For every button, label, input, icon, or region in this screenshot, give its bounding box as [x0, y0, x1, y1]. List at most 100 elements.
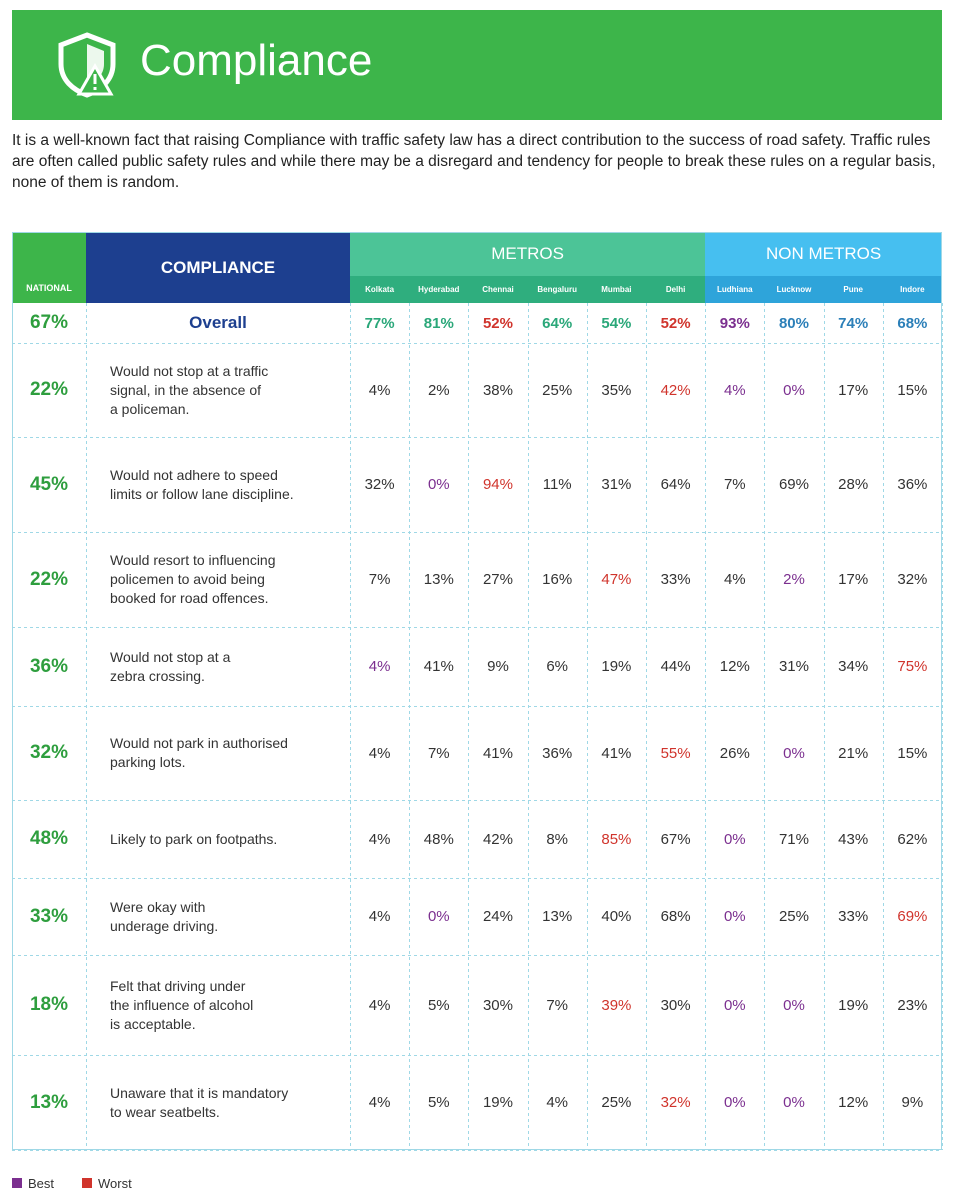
city-value: 40%	[601, 908, 632, 925]
city-value: 21%	[838, 744, 869, 762]
row-label-line: Would not park in authorised	[110, 735, 288, 751]
row-label-line: a policeman.	[110, 400, 190, 417]
column-divider	[468, 303, 470, 1150]
city-value: 8%	[546, 830, 569, 848]
column-divider	[705, 303, 707, 1150]
city-value: 15%	[897, 744, 928, 762]
legend-label: Worst	[98, 1175, 132, 1191]
column-divider	[942, 303, 943, 1150]
legend-swatch	[12, 1178, 22, 1188]
city-value: 30%	[482, 996, 513, 1014]
row-label: Likely to park on footpaths.	[86, 800, 350, 878]
city-value: 69%	[778, 476, 809, 493]
city-value: 93%	[719, 314, 750, 332]
city-value: 36%	[897, 476, 928, 493]
row-divider	[12, 532, 942, 533]
city-value: 9%	[487, 658, 509, 675]
row-label-line: Would not stop at a	[110, 648, 231, 665]
row-label-line: is acceptable.	[110, 1015, 196, 1032]
title: Compliance	[140, 36, 373, 85]
city-value: 0%	[783, 996, 805, 1014]
row-label: Would resort to influencing policemen to …	[86, 532, 350, 627]
group-header: METROS	[350, 232, 706, 276]
city-value: 4%	[368, 658, 391, 675]
legend-label: Best	[28, 1175, 55, 1191]
city-value: 25%	[778, 908, 809, 925]
row-label-line: Likely to park on footpaths.	[110, 830, 278, 847]
city-value: 0%	[783, 744, 805, 762]
row-divider	[12, 878, 942, 879]
city-value: 36%	[542, 744, 573, 762]
row-label-line: Felt that driving under	[110, 977, 246, 994]
row-label-line: underage driving.	[110, 917, 219, 934]
national-value: 22%	[29, 568, 69, 590]
row-label: Would not stop at a traffic signal, in th…	[86, 343, 350, 437]
city-value: 12%	[838, 1094, 869, 1111]
city-value: 16%	[542, 571, 573, 588]
city-value: 4%	[723, 571, 746, 588]
city-header: Hyderabad	[409, 276, 469, 303]
city-value: 2%	[427, 381, 450, 399]
city-value: 19%	[601, 658, 632, 675]
row-label: Felt that driving under the influence of …	[86, 955, 350, 1055]
city-value: 35%	[601, 381, 632, 399]
row-divider	[12, 955, 942, 956]
city-header: Indore	[882, 276, 942, 303]
row-divider	[12, 437, 942, 438]
row-label-line: signal, in the absence of	[110, 381, 261, 398]
row-label: Overall	[86, 303, 350, 343]
city-value: 19%	[838, 996, 869, 1014]
city-value: 0%	[723, 830, 746, 848]
city-value: 0%	[783, 1094, 805, 1111]
city-value: 38%	[482, 381, 513, 399]
city-value: 54%	[601, 314, 632, 332]
row-label-line: Unaware that it is mandatory	[110, 1084, 289, 1101]
column-divider	[409, 303, 411, 1150]
compliance-header: COMPLIANCE	[86, 232, 350, 303]
city-header: Pune	[823, 276, 883, 303]
city-value: 4%	[368, 830, 391, 848]
city-value: 64%	[660, 476, 691, 493]
city-value: 4%	[368, 744, 391, 762]
city-header: Kolkata	[350, 276, 410, 303]
national-value: 67%	[29, 312, 69, 333]
city-value: 7%	[546, 996, 569, 1014]
row-label-line: Overall	[189, 313, 247, 332]
column-divider	[586, 303, 588, 1150]
city-value: 67%	[660, 830, 691, 848]
city-value: 7%	[427, 744, 450, 762]
city-value: 11%	[542, 476, 572, 493]
city-header: Ludhiana	[705, 276, 765, 303]
city-value: 5%	[427, 996, 450, 1014]
city-value: 4%	[723, 381, 746, 399]
city-value: 2%	[783, 571, 805, 588]
city-value: 4%	[546, 1094, 569, 1111]
row-label: Unaware that it is mandatory to wear seat…	[86, 1055, 350, 1150]
city-value: 25%	[542, 381, 573, 399]
row-label-line: Would not adhere to speed	[110, 466, 278, 483]
city-value: 7%	[368, 571, 391, 588]
city-value: 17%	[838, 571, 869, 588]
city-value: 4%	[368, 381, 391, 399]
city-value: 52%	[660, 314, 691, 332]
city-value: 81%	[423, 314, 454, 332]
city-value: 0%	[783, 381, 805, 399]
city-value: 33%	[838, 908, 869, 925]
national-value: 32%	[29, 742, 69, 763]
column-divider	[882, 303, 884, 1150]
city-value: 32%	[897, 571, 928, 588]
column-divider	[823, 303, 825, 1150]
city-value: 4%	[368, 1094, 391, 1111]
group-header: NON METROS	[705, 232, 942, 276]
header-bar	[12, 10, 942, 120]
city-value: 55%	[660, 744, 691, 762]
city-value: 0%	[723, 1094, 746, 1111]
city-value: 43%	[838, 830, 869, 848]
national-value: 36%	[29, 655, 69, 677]
row-divider	[12, 1055, 942, 1056]
city-value: 77%	[364, 314, 395, 332]
city-value: 0%	[723, 996, 746, 1014]
city-value: 24%	[482, 908, 513, 925]
row-label: Were okay with underage driving.	[86, 878, 350, 955]
city-value: 52%	[482, 314, 513, 332]
